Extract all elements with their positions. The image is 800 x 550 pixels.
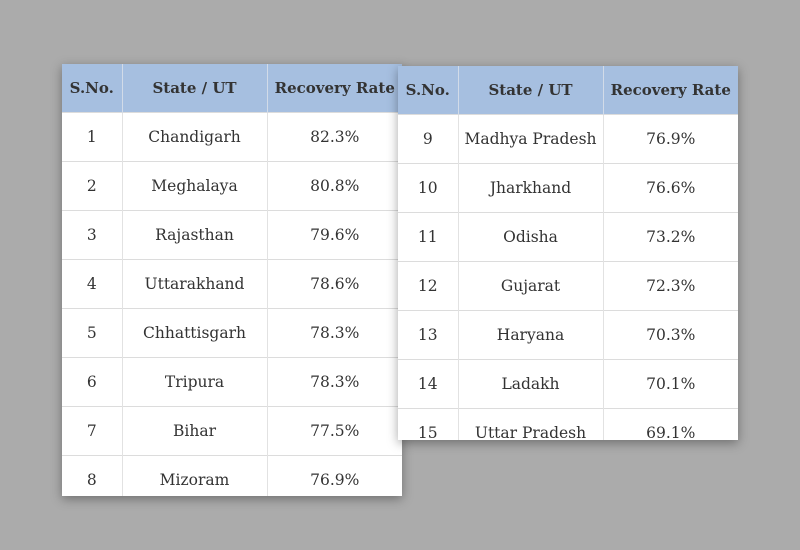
- table-row: 11 Odisha 73.2%: [398, 212, 738, 262]
- cell-state: Gujarat: [458, 261, 604, 311]
- cell-rate: 78.3%: [267, 357, 402, 407]
- table-row: 10 Jharkhand 76.6%: [398, 163, 738, 213]
- cell-state: Bihar: [122, 406, 268, 456]
- header-recovery-rate: Recovery Rate: [603, 66, 738, 115]
- table-row: 6 Tripura 78.3%: [62, 357, 402, 407]
- table-right: S.No. State / UT Recovery Rate 9 Madhya …: [398, 66, 738, 440]
- table-row: 12 Gujarat 72.3%: [398, 261, 738, 311]
- cell-sno: 8: [62, 455, 123, 496]
- cell-state: Uttarakhand: [122, 259, 268, 309]
- cell-rate: 76.9%: [603, 114, 738, 164]
- table-row: 7 Bihar 77.5%: [62, 406, 402, 456]
- header-sno: S.No.: [62, 64, 123, 113]
- cell-state: Rajasthan: [122, 210, 268, 260]
- cell-sno: 3: [62, 210, 123, 260]
- table-row: 2 Meghalaya 80.8%: [62, 161, 402, 211]
- cell-sno: 9: [398, 114, 459, 164]
- cell-sno: 12: [398, 261, 459, 311]
- cell-rate: 80.8%: [267, 161, 402, 211]
- table-row: 13 Haryana 70.3%: [398, 310, 738, 360]
- recovery-table-right: S.No. State / UT Recovery Rate 9 Madhya …: [398, 66, 738, 440]
- table-row: 9 Madhya Pradesh 76.9%: [398, 114, 738, 164]
- cell-rate: 72.3%: [603, 261, 738, 311]
- header-state: State / UT: [458, 66, 604, 115]
- cell-sno: 7: [62, 406, 123, 456]
- header-state: State / UT: [122, 64, 268, 113]
- cell-sno: 15: [398, 408, 459, 440]
- cell-state: Uttar Pradesh: [458, 408, 604, 440]
- table-row: 5 Chhattisgarh 78.3%: [62, 308, 402, 358]
- cell-rate: 78.6%: [267, 259, 402, 309]
- cell-state: Haryana: [458, 310, 604, 360]
- cell-sno: 6: [62, 357, 123, 407]
- table-row: 3 Rajasthan 79.6%: [62, 210, 402, 260]
- cell-sno: 4: [62, 259, 123, 309]
- cell-state: Chandigarh: [122, 112, 268, 162]
- cell-sno: 5: [62, 308, 123, 358]
- cell-sno: 11: [398, 212, 459, 262]
- table-row: 1 Chandigarh 82.3%: [62, 112, 402, 162]
- cell-state: Ladakh: [458, 359, 604, 409]
- cell-rate: 76.6%: [603, 163, 738, 213]
- table-row: 8 Mizoram 76.9%: [62, 455, 402, 496]
- header-recovery-rate: Recovery Rate: [267, 64, 402, 113]
- table-header-row: S.No. State / UT Recovery Rate: [398, 66, 738, 115]
- cell-rate: 69.1%: [603, 408, 738, 440]
- cell-state: Chhattisgarh: [122, 308, 268, 358]
- cell-sno: 10: [398, 163, 459, 213]
- table-row: 14 Ladakh 70.1%: [398, 359, 738, 409]
- cell-state: Jharkhand: [458, 163, 604, 213]
- cell-state: Meghalaya: [122, 161, 268, 211]
- cell-rate: 82.3%: [267, 112, 402, 162]
- cell-state: Odisha: [458, 212, 604, 262]
- cell-state: Madhya Pradesh: [458, 114, 604, 164]
- table-row: 4 Uttarakhand 78.6%: [62, 259, 402, 309]
- table-header-row: S.No. State / UT Recovery Rate: [62, 64, 402, 113]
- cell-sno: 1: [62, 112, 123, 162]
- cell-sno: 2: [62, 161, 123, 211]
- cell-sno: 13: [398, 310, 459, 360]
- table-row: 15 Uttar Pradesh 69.1%: [398, 408, 738, 440]
- header-sno: S.No.: [398, 66, 459, 115]
- recovery-table-left: S.No. State / UT Recovery Rate 1 Chandig…: [62, 64, 402, 496]
- cell-rate: 78.3%: [267, 308, 402, 358]
- cell-rate: 76.9%: [267, 455, 402, 496]
- cell-sno: 14: [398, 359, 459, 409]
- cell-state: Mizoram: [122, 455, 268, 496]
- table-left: S.No. State / UT Recovery Rate 1 Chandig…: [62, 64, 402, 496]
- cell-rate: 70.3%: [603, 310, 738, 360]
- cell-rate: 73.2%: [603, 212, 738, 262]
- cell-state: Tripura: [122, 357, 268, 407]
- cell-rate: 77.5%: [267, 406, 402, 456]
- cell-rate: 70.1%: [603, 359, 738, 409]
- cell-rate: 79.6%: [267, 210, 402, 260]
